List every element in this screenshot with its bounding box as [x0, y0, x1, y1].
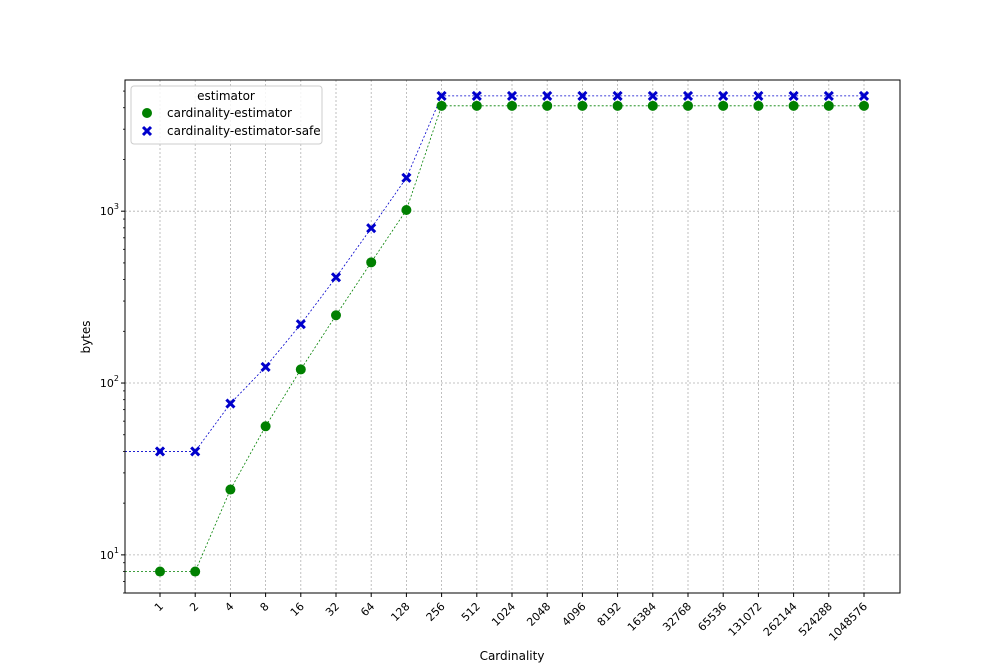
data-point-cardinality-estimator-safe: [366, 223, 377, 234]
legend-label-cardinality-estimator: cardinality-estimator: [167, 106, 292, 120]
data-point-cardinality-estimator: [683, 100, 693, 111]
x-tick-label: 16: [288, 600, 307, 619]
data-point-cardinality-estimator-safe: [612, 90, 623, 101]
legend: estimator cardinality-estimatorcardinali…: [130, 85, 323, 145]
legend-label-cardinality-estimator-safe: cardinality-estimator-safe: [167, 124, 321, 138]
data-point-cardinality-estimator-safe: [823, 90, 834, 101]
x-tick-label: 256: [424, 600, 448, 624]
data-point-cardinality-estimator: [647, 100, 658, 111]
x-axis: 1 2 4 8 16 32 64 128 256 512 1024 2048 4096 8192 16384…: [152, 593, 870, 644]
data-point-cardinality-estimator-safe: [295, 319, 306, 330]
legend-marker-cardinality-estimator-safe: [141, 125, 153, 137]
data-point-cardinality-estimator-safe: [718, 90, 729, 101]
data-point-cardinality-estimator: [331, 310, 341, 321]
x-tick-label: 1048576: [826, 600, 870, 644]
data-point-cardinality-estimator-safe: [577, 90, 588, 101]
data-point-cardinality-estimator-safe: [682, 90, 694, 101]
data-point-cardinality-estimator: [190, 566, 201, 577]
data-point-cardinality-estimator-safe: [788, 90, 799, 101]
data-point-cardinality-estimator-safe: [471, 90, 482, 101]
data-point-cardinality-estimator: [507, 100, 517, 111]
data-point-cardinality-estimator: [436, 100, 447, 111]
series-lines: [125, 95, 864, 572]
data-point-cardinality-estimator-safe: [647, 90, 658, 101]
x-tick-label: 2048: [524, 600, 553, 629]
data-point-cardinality-estimator-safe: [330, 272, 342, 283]
x-tick-label: 32768: [660, 600, 694, 634]
x-tick-label: 32: [323, 600, 342, 619]
x-tick-label: 128: [388, 600, 412, 624]
series-line-cardinality-estimator: [125, 105, 864, 572]
data-point-cardinality-estimator-safe: [436, 90, 447, 101]
data-point-cardinality-estimator-safe: [260, 361, 271, 373]
y-tick-label: 101: [100, 546, 119, 562]
grid: [125, 80, 900, 593]
x-tick-label: 8: [258, 600, 272, 614]
data-point-cardinality-estimator: [718, 100, 729, 111]
data-point-cardinality-estimator: [542, 100, 553, 111]
x-tick-label: 1024: [489, 600, 518, 629]
data-point-cardinality-estimator: [577, 100, 588, 111]
data-point-cardinality-estimator-safe: [190, 446, 201, 457]
data-point-cardinality-estimator: [401, 205, 412, 216]
x-tick-label: 16384: [625, 600, 659, 634]
x-tick-label: 131072: [726, 600, 765, 639]
series-marks: [154, 90, 870, 577]
data-point-cardinality-estimator-safe: [858, 90, 870, 101]
y-axis-label: bytes: [79, 320, 93, 353]
data-point-cardinality-estimator: [366, 257, 377, 268]
data-point-cardinality-estimator: [612, 100, 623, 111]
plot-area: [125, 80, 900, 593]
data-point-cardinality-estimator: [471, 100, 482, 111]
data-point-cardinality-estimator: [225, 484, 236, 495]
data-point-cardinality-estimator: [753, 100, 764, 111]
x-axis-label: Cardinality: [480, 649, 545, 663]
data-point-cardinality-estimator-safe: [753, 90, 764, 101]
data-point-cardinality-estimator: [155, 566, 165, 577]
y-axis: 101 102 103: [100, 90, 125, 594]
data-point-cardinality-estimator: [295, 364, 306, 375]
x-tick-label: 64: [358, 600, 377, 619]
x-tick-label: 2: [187, 600, 201, 614]
data-point-cardinality-estimator-safe: [154, 446, 166, 457]
data-point-cardinality-estimator: [788, 100, 799, 111]
x-tick-label: 4096: [560, 600, 589, 629]
x-tick-label: 65536: [695, 600, 729, 634]
data-point-cardinality-estimator: [823, 100, 834, 111]
data-point-cardinality-estimator-safe: [225, 398, 236, 409]
data-point-cardinality-estimator-safe: [506, 90, 518, 101]
legend-title: estimator: [197, 89, 255, 103]
y-tick-label: 103: [100, 202, 119, 218]
legend-entries: cardinality-estimator cardinality-estimat…: [141, 106, 321, 138]
y-tick-label: 102: [100, 374, 119, 390]
series-line-cardinality-estimator-safe: [125, 95, 864, 452]
x-tick-label: 1: [152, 600, 166, 614]
data-point-cardinality-estimator-safe: [542, 90, 553, 101]
data-point-cardinality-estimator: [859, 100, 869, 111]
data-point-cardinality-estimator-safe: [401, 172, 412, 183]
x-tick-label: 262144: [761, 600, 800, 639]
x-tick-label: 512: [459, 600, 483, 624]
x-tick-label: 4: [222, 600, 236, 614]
legend-marker-cardinality-estimator: [142, 108, 152, 118]
x-tick-label: 8192: [595, 600, 624, 629]
data-point-cardinality-estimator: [260, 421, 271, 432]
legend-box: [130, 85, 323, 145]
